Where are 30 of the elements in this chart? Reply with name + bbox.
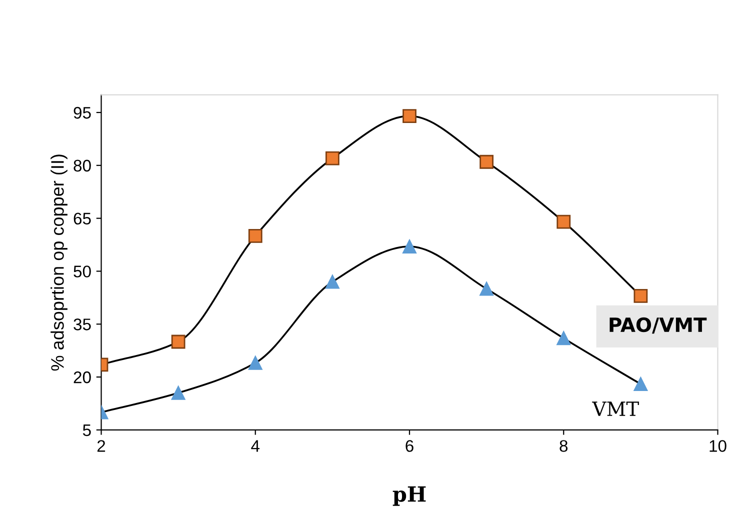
y-axis-title: % adsoprtion op copper (II) — [50, 154, 68, 371]
point — [556, 331, 571, 346]
y-tick-label: 65 — [74, 212, 91, 225]
y-tick-label: 95 — [74, 106, 91, 119]
y-tick-label: 20 — [74, 371, 91, 384]
point — [556, 214, 571, 229]
y-tick-label: 5 — [82, 424, 91, 436]
point — [480, 282, 494, 296]
x-tick-label: 10 — [710, 440, 726, 452]
x-tick-label: 8 — [560, 440, 568, 452]
x-tick-label: 2 — [97, 440, 106, 452]
point — [402, 240, 416, 254]
point — [402, 109, 416, 123]
point — [480, 154, 494, 169]
point — [325, 274, 340, 289]
point — [248, 356, 262, 370]
point — [325, 151, 340, 166]
point — [248, 228, 262, 243]
y-tick-label: 35 — [74, 318, 91, 330]
series-label: PAO/VMT — [610, 317, 707, 334]
x-tick-label: 4 — [251, 440, 260, 452]
point — [634, 288, 648, 303]
y-tick-label: 80 — [74, 160, 91, 172]
series-label: VMT — [592, 402, 639, 416]
x-axis-title: pH — [392, 486, 426, 506]
y-tick-label: 50 — [74, 266, 91, 278]
point — [634, 377, 648, 392]
point — [171, 386, 186, 400]
point — [171, 334, 186, 349]
x-tick-label: 6 — [406, 440, 414, 452]
